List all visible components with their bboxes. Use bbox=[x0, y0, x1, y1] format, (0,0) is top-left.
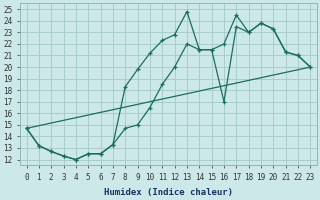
X-axis label: Humidex (Indice chaleur): Humidex (Indice chaleur) bbox=[104, 188, 233, 197]
